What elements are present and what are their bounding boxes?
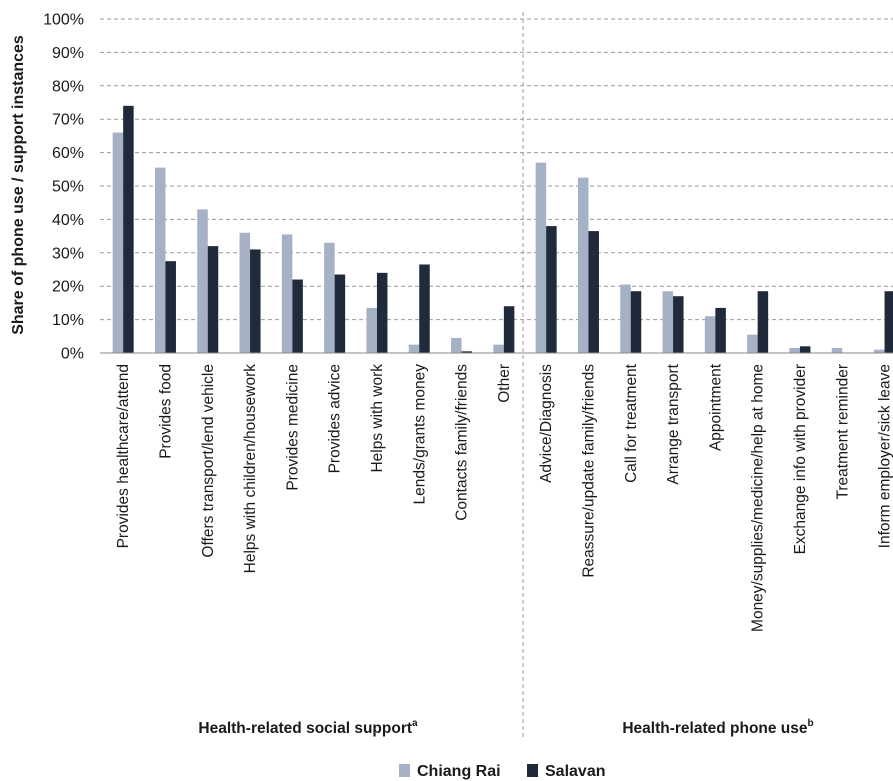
category-label: Call for treatment bbox=[623, 363, 640, 483]
category-label: Exchange info with provider bbox=[792, 364, 809, 554]
group-label-phone-use: Health-related phone useb bbox=[622, 718, 813, 737]
category-label: Advice/Diagnosis bbox=[538, 364, 555, 483]
bar-chiang-rai bbox=[493, 344, 504, 353]
bar-salavan bbox=[884, 291, 893, 353]
category-label: Provides food bbox=[157, 364, 174, 459]
category-label: Helps with work bbox=[369, 364, 386, 473]
bar-salavan bbox=[715, 307, 726, 353]
category-label: Inform employer/sick leave bbox=[877, 364, 893, 548]
legend-label-salavan: Salavan bbox=[545, 763, 605, 780]
category-labels: Provides healthcare/attend Provides food O… bbox=[115, 363, 893, 632]
category-label: Money/supplies/medicine/help at home bbox=[750, 364, 767, 632]
bar-chiang-rai bbox=[281, 234, 293, 353]
category-label: Reassure/update family/friends bbox=[580, 364, 597, 578]
y-tick-label: 60% bbox=[52, 145, 84, 162]
category-label: Other bbox=[496, 364, 513, 403]
bar-chiang-rai bbox=[831, 347, 843, 353]
bar-salavan bbox=[250, 249, 261, 353]
category-label: Provides medicine bbox=[284, 364, 301, 491]
y-tick-label: 90% bbox=[52, 45, 84, 62]
bar-chiang-rai bbox=[535, 162, 547, 353]
y-tick-label: 100% bbox=[43, 12, 84, 29]
category-label: Provides advice bbox=[327, 364, 344, 473]
y-axis-label: Share of phone use / support instances bbox=[10, 35, 27, 335]
bar-chiang-rai bbox=[324, 242, 335, 353]
bar-chiang-rai bbox=[197, 209, 208, 353]
legend-swatch-salavan bbox=[527, 764, 538, 777]
y-tick-label: 40% bbox=[52, 212, 84, 229]
y-axis-ticks: 0% 10% 20% 30% 40% 50% 60% 70% 80% 90% 100% bbox=[43, 12, 84, 363]
bar-salavan bbox=[630, 291, 642, 353]
group-label-superscript: a bbox=[412, 718, 418, 729]
bar-salavan bbox=[503, 306, 515, 353]
y-tick-label: 70% bbox=[52, 112, 84, 129]
category-label: Treatment reminder bbox=[834, 364, 851, 500]
category-label: Contacts family/friends bbox=[454, 364, 471, 521]
group-label-social-support: Health-related social supporta bbox=[198, 718, 418, 737]
bar-salavan bbox=[588, 231, 599, 353]
y-tick-label: 0% bbox=[61, 346, 84, 363]
legend: Chiang Rai Salavan bbox=[399, 763, 605, 780]
bar-salavan bbox=[461, 351, 473, 353]
bar-chiang-rai bbox=[662, 291, 674, 353]
bar-chiang-rai bbox=[154, 167, 166, 353]
category-label: Helps with children/housework bbox=[242, 364, 259, 574]
bar-salavan bbox=[376, 272, 388, 353]
category-label: Arrange transport bbox=[665, 363, 682, 484]
y-tick-label: 30% bbox=[52, 245, 84, 262]
category-label: Appointment bbox=[707, 363, 724, 451]
bar-chiang-rai bbox=[451, 337, 462, 353]
bar-chiang-rai bbox=[577, 177, 589, 353]
bar-salavan bbox=[419, 264, 430, 353]
bar-chiang-rai bbox=[408, 344, 420, 353]
y-tick-label: 80% bbox=[52, 78, 84, 95]
bar-chiang-rai bbox=[874, 349, 885, 353]
legend-label-chiang-rai: Chiang Rai bbox=[417, 763, 501, 780]
bar-salavan bbox=[799, 346, 811, 353]
bar-salavan bbox=[757, 291, 769, 353]
category-label: Offers transport/lend vehicle bbox=[200, 364, 217, 558]
y-tick-label: 10% bbox=[52, 312, 84, 329]
bar-chiang-rai bbox=[239, 232, 251, 353]
gridlines bbox=[100, 18, 893, 321]
group-label-superscript: b bbox=[808, 718, 814, 729]
bar-salavan bbox=[123, 105, 134, 353]
bar-salavan bbox=[546, 226, 557, 353]
group-label-text: Health-related social support bbox=[198, 720, 412, 737]
bar-salavan bbox=[673, 296, 684, 353]
group-label-text: Health-related phone use bbox=[622, 720, 808, 737]
bar-salavan bbox=[165, 261, 176, 353]
bar-chiang-rai bbox=[620, 284, 631, 353]
bars bbox=[112, 105, 893, 353]
bar-chiang-rai bbox=[704, 316, 716, 353]
bar-chiang-rai bbox=[366, 307, 377, 353]
legend-swatch-chiang-rai bbox=[399, 764, 410, 777]
bar-chiang-rai bbox=[747, 334, 758, 353]
bar-salavan bbox=[207, 246, 219, 353]
y-tick-label: 20% bbox=[52, 279, 84, 296]
category-label: Lends/grants money bbox=[411, 364, 428, 505]
category-label: Provides healthcare/attend bbox=[115, 364, 132, 548]
bar-chiang-rai bbox=[789, 347, 800, 353]
bar-chiang-rai bbox=[112, 132, 124, 353]
bar-salavan bbox=[334, 274, 346, 353]
bar-salavan bbox=[292, 279, 303, 353]
y-tick-label: 50% bbox=[52, 179, 84, 196]
